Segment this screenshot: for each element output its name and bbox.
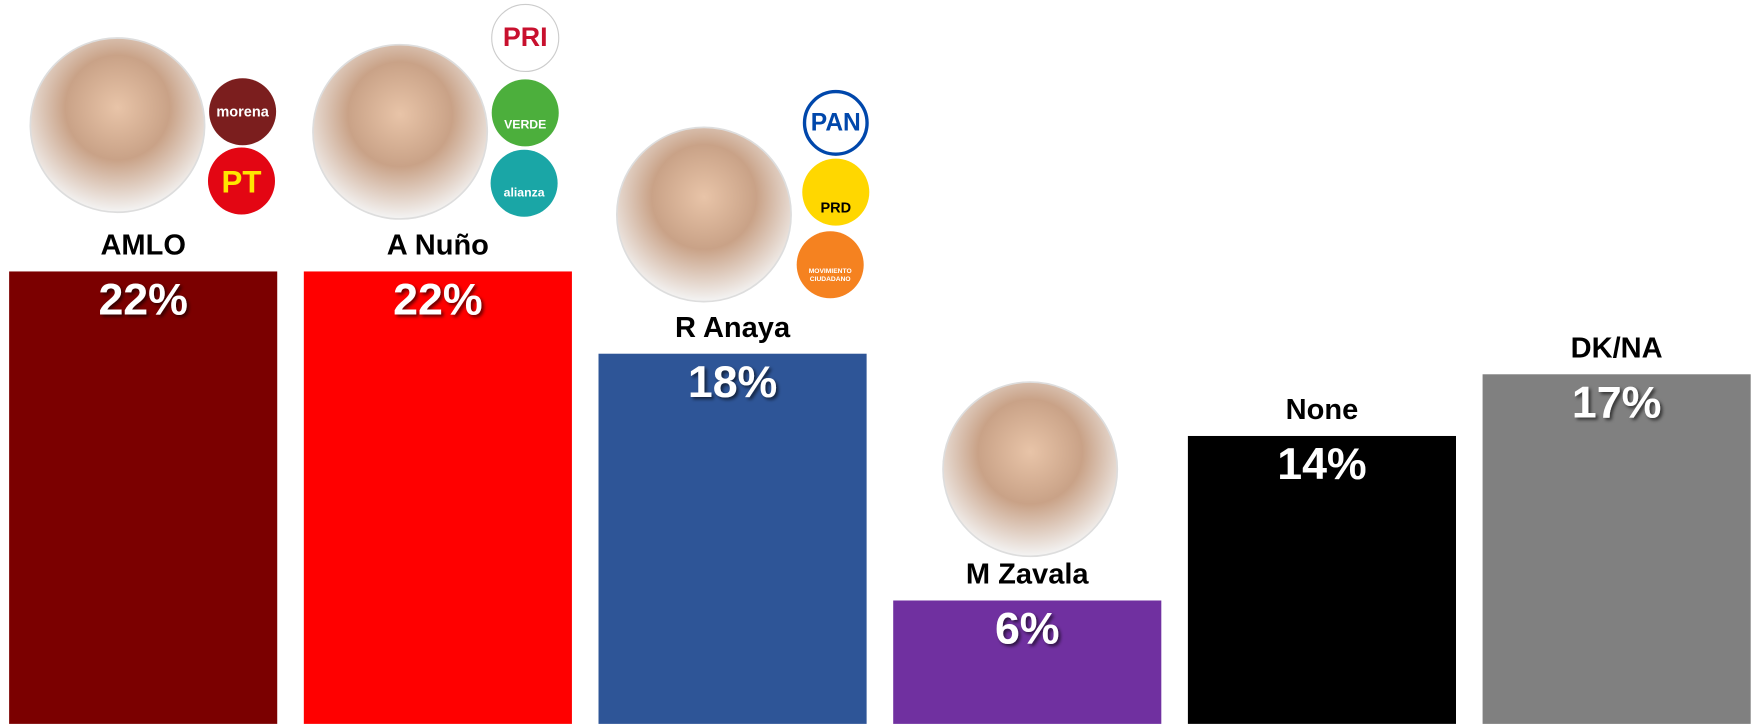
logo-text: VERDE <box>504 117 546 131</box>
value-label: 17% <box>1572 378 1661 427</box>
logo-text: alianza <box>504 186 545 200</box>
value-label: 22% <box>393 276 482 325</box>
logo-text: MOVIMIENTO <box>809 268 852 275</box>
logo <box>490 149 558 217</box>
logo-text: PRI <box>503 22 548 52</box>
category-label: None <box>1286 394 1359 426</box>
logo-text: morena <box>216 105 269 121</box>
logo <box>207 147 275 215</box>
candidate-photo <box>942 381 1119 558</box>
logo <box>491 3 560 73</box>
logo <box>802 158 870 226</box>
value-label: 22% <box>98 276 187 325</box>
photos <box>29 37 1119 558</box>
logo <box>209 78 277 146</box>
bar <box>1187 435 1456 724</box>
logo <box>802 89 869 156</box>
bar <box>598 353 867 724</box>
category-label: AMLO <box>100 230 185 262</box>
party-logos: morena PT PRI VERDE alianza PAN PRD MOVI… <box>207 3 870 299</box>
logo-text: CIUDADANO <box>810 276 851 283</box>
category-label: A Nuño <box>387 230 489 262</box>
candidate-photo <box>312 43 489 220</box>
value-label: 6% <box>995 605 1060 654</box>
category-label: R Anaya <box>675 312 791 344</box>
logo-text: PT <box>222 165 262 200</box>
bar <box>1482 374 1751 724</box>
bar <box>303 271 572 724</box>
category-label: M Zavala <box>966 559 1089 591</box>
logo-text: PAN <box>811 109 861 136</box>
value-label: 18% <box>688 358 777 407</box>
logo <box>491 79 559 147</box>
candidate-photo <box>615 126 792 303</box>
category-label: DK/NA <box>1571 332 1663 364</box>
logo-text: PRD <box>820 201 851 217</box>
logo <box>796 231 864 299</box>
candidate-photo <box>29 37 206 214</box>
bar <box>9 271 278 724</box>
bar <box>893 600 1162 724</box>
value-label: 14% <box>1277 440 1366 489</box>
